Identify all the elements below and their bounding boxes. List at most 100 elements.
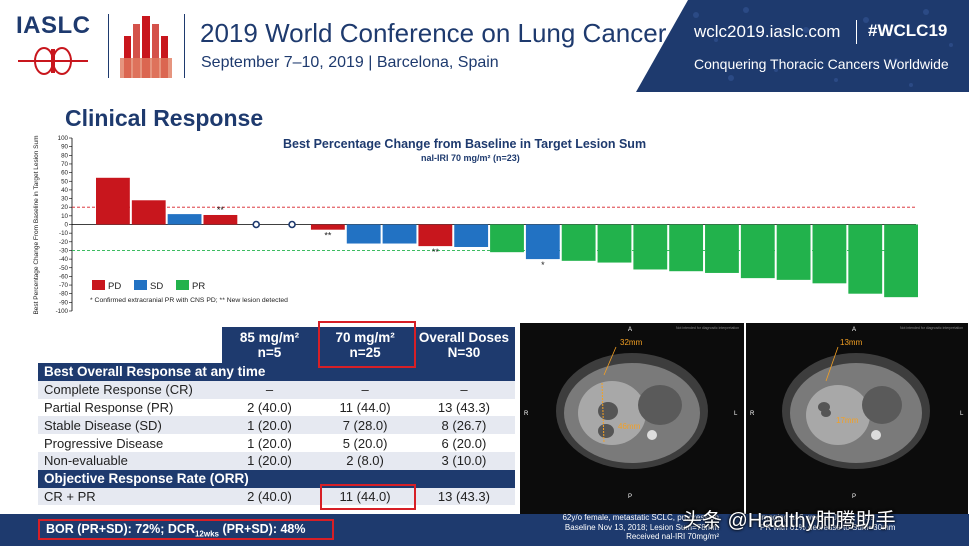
row-value: 2 (40.0) xyxy=(221,487,318,506)
chart-footnote: * Confirmed extracranial PR with CNS PD;… xyxy=(90,297,288,304)
ct-measure-left-top: 32mm xyxy=(620,338,643,347)
lung-logo-icon xyxy=(18,47,88,75)
chart-bars: ******* xyxy=(96,177,918,298)
y-tick-label: 50 xyxy=(61,178,68,185)
table-section-row: Objective Response Rate (ORR) xyxy=(38,469,515,488)
row-value: 2 (40.0) xyxy=(221,398,318,417)
bar xyxy=(525,224,560,260)
waterfall-chart: 1009080706050403020100-10-20-30-40-50-60… xyxy=(33,135,918,315)
ct-caption-left: 62y/o female, metastatic SCLC, progressi… xyxy=(519,513,719,542)
ct-caption-right-1: imaging at 6 weeks, Jan 7, 2019 xyxy=(760,513,875,522)
table-row: CR + PR 2 (40.0) 11 (44.0) 13 (43.3) xyxy=(38,487,515,506)
conference-date: September 7–10, 2019 | Barcelona, Spain xyxy=(201,54,499,71)
bar xyxy=(131,200,166,225)
section-orr: Objective Response Rate (ORR) xyxy=(38,469,515,488)
bar-annotation: ** xyxy=(324,231,332,241)
bar xyxy=(310,224,345,230)
row-value: – xyxy=(221,380,318,399)
row-value: 7 (28.0) xyxy=(317,416,413,435)
table-row: Complete Response (CR) – – – xyxy=(38,380,515,399)
col-header-70: 70 mg/m² n=25 xyxy=(317,327,413,363)
bar xyxy=(669,224,704,272)
y-tick-label: 70 xyxy=(61,161,68,168)
response-table: 85 mg/m² n=5 70 mg/m² n=25 Overall Doses N=… xyxy=(38,327,515,506)
y-tick-label: 80 xyxy=(61,152,68,159)
ct-scan-panel: 32mm 46mm 13mm 17mm A A P P R L R L Not … xyxy=(520,323,968,516)
y-tick-label: 40 xyxy=(61,187,68,194)
ct-orient-a-right: A xyxy=(852,327,856,333)
ct-caption-right-2: PR with 61% decrease to Sum=30mm xyxy=(760,522,896,532)
chart-subtitle: nal-IRI 70 mg/m² (n=23) xyxy=(421,153,520,163)
y-axis-label: Best Percentage Change From Baseline in … xyxy=(33,135,40,314)
y-tick-label: -40 xyxy=(59,256,69,263)
bar xyxy=(454,224,489,247)
ct-disclaimer-left: Not intended for diagnostic interpretati… xyxy=(676,326,739,330)
ct-disclaimer-right: Not intended for diagnostic interpretati… xyxy=(900,326,963,330)
bar xyxy=(346,224,381,244)
ct-orient-r-left: R xyxy=(524,411,529,417)
y-tick-label: 0 xyxy=(65,222,69,229)
ct-orient-p-left: P xyxy=(628,494,632,500)
row-label: Partial Response (PR) xyxy=(38,398,222,417)
bor-text-2: (PR+SD): 48% xyxy=(219,522,306,536)
y-tick-label: -100 xyxy=(56,308,69,315)
logo-text: IASLC xyxy=(16,12,91,39)
col-header-85: 85 mg/m² n=5 xyxy=(221,327,318,363)
header-divider xyxy=(184,14,185,78)
conference-title: 2019 World Conference on Lung Cancer xyxy=(200,18,667,48)
y-tick-label: 20 xyxy=(61,204,68,211)
header-banner xyxy=(636,0,969,92)
y-tick-label: 30 xyxy=(61,196,68,203)
row-value: 1 (20.0) xyxy=(221,434,318,452)
table-section-row: Best Overall Response at any time xyxy=(38,363,515,381)
row-value: 1 (20.0) xyxy=(221,416,318,435)
bar xyxy=(382,224,417,244)
bar xyxy=(597,224,632,263)
y-tick-label: -20 xyxy=(59,239,69,246)
y-tick-label: -50 xyxy=(59,265,69,272)
row-label: CR + PR xyxy=(38,487,222,506)
y-tick-label: -10 xyxy=(59,230,69,237)
row-value: 13 (43.3) xyxy=(412,487,515,506)
row-label: Non-evaluable xyxy=(38,451,222,470)
y-tick-label: -90 xyxy=(59,299,69,306)
bar xyxy=(167,214,202,225)
row-label: Complete Response (CR) xyxy=(38,380,222,399)
bar xyxy=(561,224,596,261)
chart-legend: PD SD PR * Confirmed extracranial PR with C… xyxy=(90,280,288,304)
ct-orient-r-right: R xyxy=(750,411,755,417)
row-label: Stable Disease (SD) xyxy=(38,416,222,435)
row-value: 11 (44.0) xyxy=(317,487,413,506)
chart-title: Best Percentage Change from Baseline in … xyxy=(283,137,647,151)
legend-swatch xyxy=(176,280,189,290)
conference-url: wclc2019.iaslc.com xyxy=(694,22,841,41)
y-tick-label: -70 xyxy=(59,282,69,289)
row-value: 6 (20.0) xyxy=(412,434,515,452)
bar xyxy=(740,224,775,279)
bar-annotation: * xyxy=(541,260,545,270)
row-value: 2 (8.0) xyxy=(317,451,413,470)
legend-label: PR xyxy=(192,281,205,292)
row-value: – xyxy=(317,380,413,399)
row-value: 11 (44.0) xyxy=(317,398,413,417)
legend-swatch xyxy=(92,280,105,290)
y-tick-label: -80 xyxy=(59,291,69,298)
bar xyxy=(812,224,847,284)
bar xyxy=(884,224,918,298)
bor-highlight: BOR (PR+SD): 72%; DCR12wks (PR+SD): 48% xyxy=(38,519,334,540)
y-tick-label: -60 xyxy=(59,273,69,280)
table-header-row: 85 mg/m² n=5 70 mg/m² n=25 Overall Doses N=… xyxy=(38,327,515,363)
banner-divider xyxy=(856,20,857,44)
legend-label: SD xyxy=(150,281,163,292)
y-tick-label: 100 xyxy=(58,135,69,142)
header-divider xyxy=(108,14,109,78)
bar xyxy=(848,224,883,294)
bar xyxy=(418,224,453,247)
highlight-box-orr-70 xyxy=(320,484,416,510)
row-value: – xyxy=(412,380,515,399)
ct-caption-left-2: Baseline Nov 13, 2018; Lesion Sum=78mm xyxy=(564,522,719,532)
section-best-overall: Best Overall Response at any time xyxy=(38,363,515,381)
row-value: 5 (20.0) xyxy=(317,434,413,452)
legend-label: PD xyxy=(108,281,121,292)
y-tick-label: 60 xyxy=(61,170,68,177)
